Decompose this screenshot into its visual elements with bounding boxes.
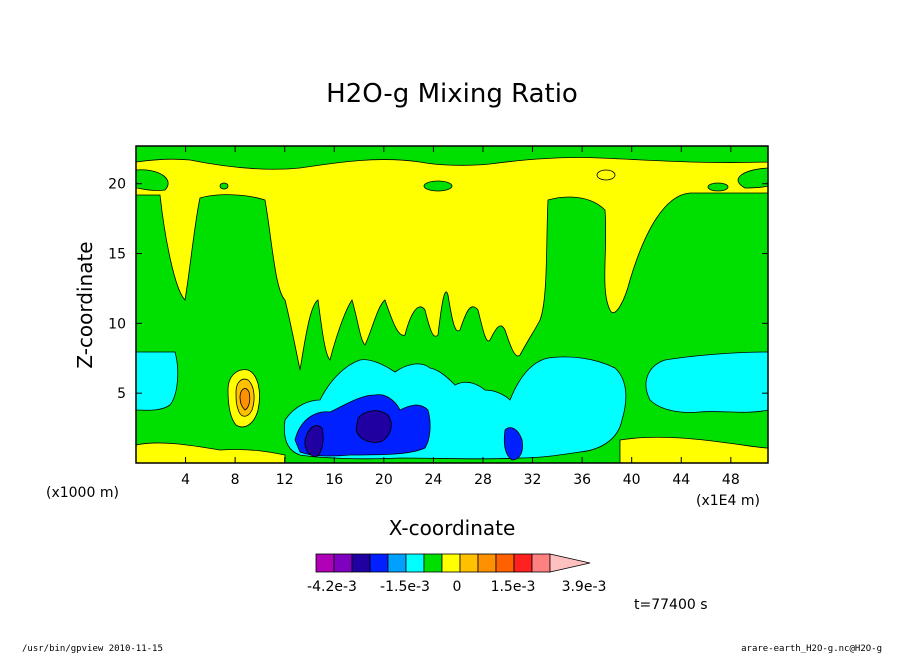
colorbar-box <box>387 553 407 573</box>
x-tick-label: 44 <box>672 472 690 488</box>
colorbar-box <box>477 553 497 573</box>
green-region-topleft <box>136 169 169 191</box>
colorbar-box <box>513 553 533 573</box>
yellow-island-top <box>596 169 616 181</box>
x-tick-label: 12 <box>276 472 294 488</box>
plot-frame <box>135 145 769 464</box>
colorbar <box>315 553 591 573</box>
y-tick-label: 10 <box>108 316 126 332</box>
x-unit-left: (x1000 m) <box>46 485 119 501</box>
colorbar-box <box>531 553 551 573</box>
colorbar-box <box>441 553 461 573</box>
x-tick-label: 8 <box>231 472 240 488</box>
x-tick-label: 32 <box>524 472 542 488</box>
y-axis: 5 10 15 20 <box>108 177 768 402</box>
x-tick-label: 24 <box>424 472 442 488</box>
cyan-region-left <box>136 351 179 411</box>
green-island-1 <box>423 180 453 192</box>
colorbar-label: 3.9e-3 <box>562 579 607 595</box>
colorbar-box <box>315 553 335 573</box>
x-unit-right: (x1E4 m) <box>696 493 760 509</box>
green-region-topright <box>737 167 768 189</box>
colorbar-label: 0 <box>453 579 462 595</box>
footer-left: /usr/bin/gpview 2010-11-15 <box>22 644 163 654</box>
time-label: t=77400 s <box>634 597 708 613</box>
x-tick-label: 20 <box>375 472 393 488</box>
x-axis-label: X-coordinate <box>389 516 516 540</box>
contour-field <box>136 146 768 463</box>
colorbar-box <box>405 553 425 573</box>
x-axis: 4 8 12 16 20 24 28 32 36 40 44 48 <box>181 146 740 488</box>
colorbar-box <box>369 553 389 573</box>
x-tick-label: 40 <box>623 472 641 488</box>
y-tick-label: 20 <box>108 177 126 193</box>
colorbar-labels: -4.2e-3 -1.5e-3 0 1.5e-3 3.9e-3 <box>307 579 606 595</box>
colorbar-box <box>333 553 353 573</box>
cyan-region-right <box>645 351 768 413</box>
green-island-3 <box>219 182 229 190</box>
green-island-2 <box>707 182 729 192</box>
colorbar-box <box>495 553 515 573</box>
colorbar-label: 1.5e-3 <box>491 579 536 595</box>
y-tick-label: 5 <box>117 386 126 402</box>
chart-title: H2O-g Mixing Ratio <box>326 79 578 109</box>
x-tick-label: 16 <box>325 472 343 488</box>
y-axis-label: Z-coordinate <box>73 241 97 368</box>
y-tick-label: 15 <box>108 247 126 263</box>
colorbar-label: -1.5e-3 <box>380 579 430 595</box>
x-tick-label: 4 <box>181 472 190 488</box>
blue-region-small <box>503 427 523 461</box>
colorbar-extend-arrow <box>549 553 591 573</box>
colorbar-box <box>459 553 479 573</box>
footer-right: arare-earth_H2O-g.nc@H2O-g <box>741 644 882 654</box>
x-tick-label: 36 <box>573 472 591 488</box>
colorbar-box <box>351 553 371 573</box>
yellow-bottom-right <box>619 436 768 463</box>
colorbar-label: -4.2e-3 <box>307 579 357 595</box>
colorbar-box <box>423 553 443 573</box>
darkblue-region <box>304 425 324 458</box>
green-region-top <box>136 146 768 170</box>
darkblue-region-center <box>355 410 392 443</box>
yellow-bottom-left <box>136 442 286 463</box>
x-tick-label: 28 <box>474 472 492 488</box>
orange-core <box>239 388 251 411</box>
x-tick-label: 48 <box>722 472 740 488</box>
